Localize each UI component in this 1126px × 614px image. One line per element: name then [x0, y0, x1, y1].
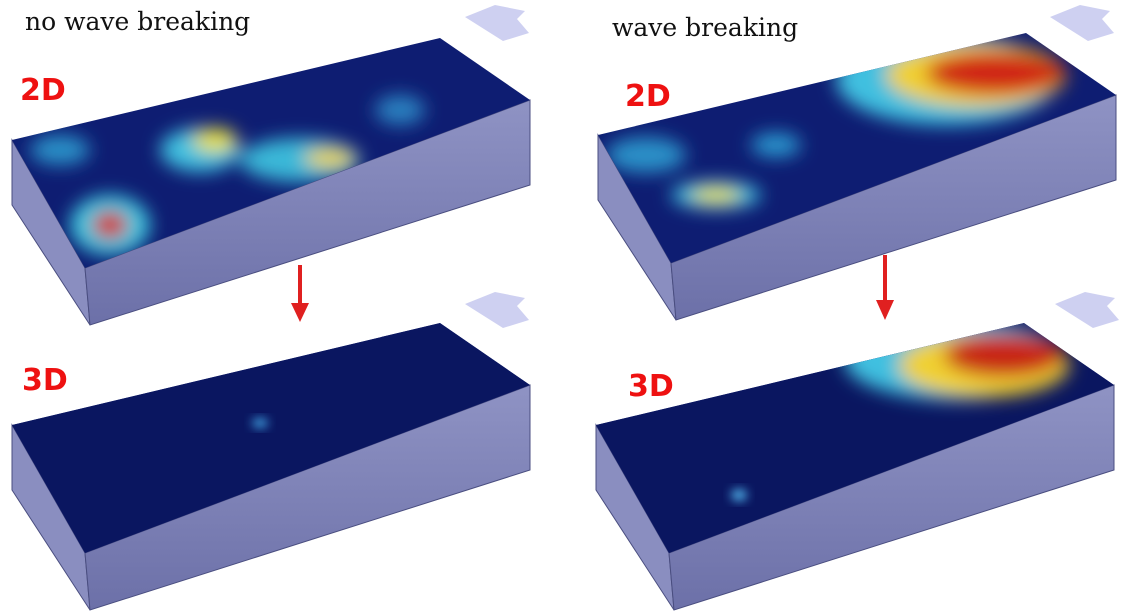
panel-right: wave breaking 2D	[595, 5, 1119, 611]
panel-left: no wave breaking 2D	[11, 5, 531, 611]
dimension-label: 2D	[625, 79, 671, 114]
dimension-label: 2D	[20, 73, 66, 108]
arrow	[291, 265, 309, 322]
block-2d	[11, 37, 531, 326]
block-2d	[597, 32, 1117, 321]
panel-title: wave breaking	[612, 13, 798, 42]
panel-title: no wave breaking	[25, 7, 250, 36]
block-3d	[11, 322, 531, 611]
block-3d	[595, 322, 1115, 611]
dimension-label: 3D	[22, 363, 68, 398]
dimension-label: 3D	[628, 369, 674, 404]
arrow	[876, 255, 894, 320]
